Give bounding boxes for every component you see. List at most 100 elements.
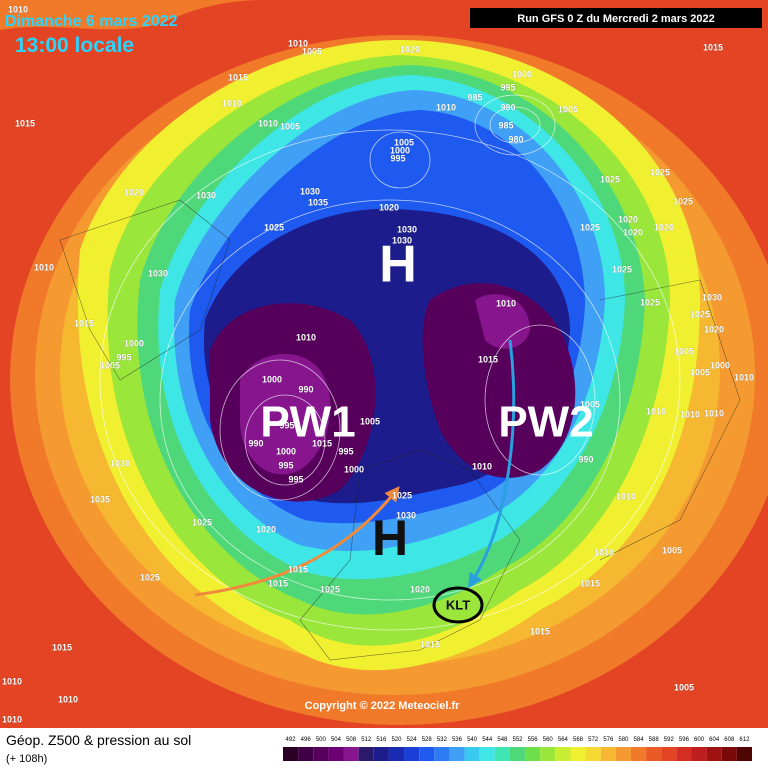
isobar-label: 1025 [600, 174, 620, 184]
isobar-label: 1015 [228, 72, 248, 82]
isobar-label: 1030 [397, 224, 417, 234]
coastlines [59, 199, 741, 661]
scale-label: 600 [694, 737, 705, 743]
footer-lead: (+ 108h) [6, 753, 47, 765]
isobar-label: 1030 [396, 510, 416, 520]
isobar-label: 990 [248, 438, 263, 448]
isobar-label: 1015 [703, 42, 723, 52]
scale-label: 608 [724, 737, 735, 743]
high-label: H [379, 236, 417, 294]
copyright: Copyright © 2022 Meteociel.fr [305, 700, 461, 712]
isobar-label: 1000 [710, 360, 730, 370]
isobar-label: 1000 [390, 145, 410, 155]
scale-swatch [630, 747, 647, 761]
scale-label: 512 [361, 737, 372, 743]
scale-label: 536 [452, 737, 463, 743]
scale-swatch [419, 747, 435, 761]
scale-label: 612 [739, 737, 750, 743]
high-label: H [372, 510, 408, 566]
isobar-label: 995 [278, 460, 293, 470]
scale-swatch [434, 747, 450, 761]
isobar-label: 1010 [258, 118, 278, 128]
scale-label: 576 [603, 737, 614, 743]
scale-swatch [388, 747, 405, 761]
scale-swatch [661, 747, 677, 761]
isobar-label: 1030 [702, 292, 722, 302]
isobar-label: 1005 [280, 121, 300, 131]
scale-swatch [328, 747, 344, 761]
scale-label: 560 [543, 737, 554, 743]
isobar-label: 1005 [394, 137, 414, 147]
isobar-label: 1000 [512, 69, 532, 79]
scale-label: 588 [649, 737, 660, 743]
isobar-label: 1015 [52, 642, 72, 652]
scale-swatch [343, 747, 359, 761]
scale-swatch [464, 747, 480, 761]
scale-swatch [646, 747, 662, 761]
scale-swatch [615, 747, 631, 761]
scale-swatch [404, 747, 420, 761]
scale-label: 496 [301, 737, 312, 743]
isobar-label: 1030 [300, 186, 320, 196]
isobar-label: 990 [578, 454, 593, 464]
run-label: Run GFS 0 Z du Mercredi 2 mars 2022 [517, 13, 714, 25]
scale-label: 532 [437, 737, 448, 743]
isobar-label: 985 [467, 92, 482, 102]
isobar-label: 980 [508, 134, 523, 144]
isobar-label: 1035 [308, 197, 328, 207]
isobar-label: 1020 [400, 44, 420, 54]
scale-label: 592 [664, 737, 675, 743]
isobar-label: 1030 [148, 268, 168, 278]
isobar-label: 1030 [196, 190, 216, 200]
scale-swatch [525, 747, 541, 761]
isobar-label: 1005 [100, 360, 120, 370]
isobar-label: 1010 [472, 461, 492, 471]
isobar-label: 1010 [2, 676, 22, 686]
isobar-label: 1015 [288, 564, 308, 574]
pw2-label: PW2 [498, 398, 593, 447]
isobar-label: 1010 [616, 491, 636, 501]
scale-label: 540 [467, 737, 478, 743]
scale-swatch [494, 747, 510, 761]
isobar-label: 1020 [618, 214, 638, 224]
scale-swatch [555, 747, 571, 761]
scale-swatch [570, 747, 586, 761]
isobar-label: 1010 [8, 4, 28, 14]
isobar-label: 1025 [673, 196, 693, 206]
isobar-label: 1010 [34, 262, 54, 272]
isobar-label: 1025 [392, 490, 412, 500]
scale-label: 520 [391, 737, 402, 743]
geopotential-field [0, 0, 768, 728]
isobar-label: 1000 [124, 338, 144, 348]
isobar-label: 1005 [558, 104, 578, 114]
isobars [99, 94, 681, 631]
isobar-label: 1020 [379, 202, 399, 212]
isobar-label: 1010 [594, 547, 614, 557]
isobar-label: 1025 [320, 584, 340, 594]
scale-label: 596 [679, 737, 690, 743]
scale-label: 584 [634, 737, 645, 743]
isobar-label: 1025 [192, 517, 212, 527]
isobar-label: 995 [288, 474, 303, 484]
isobar-label: 1000 [262, 374, 282, 384]
arrow-pw2 [468, 339, 516, 589]
scale-swatch [585, 747, 601, 761]
isobar-label: 995 [279, 420, 294, 430]
isobar-label: 1010 [704, 408, 724, 418]
scale-swatch [283, 747, 299, 761]
pw1-label: PW1 [260, 398, 355, 447]
isobar-label: 1015 [478, 354, 498, 364]
isobar-label: 1025 [690, 309, 710, 319]
scale-swatch [358, 747, 374, 761]
isobar-label: 1010 [734, 372, 754, 382]
scale-swatch [313, 747, 329, 761]
arrow-atlantic [194, 486, 400, 597]
isobar-label: 1035 [90, 494, 110, 504]
isobar-label: 1020 [654, 222, 674, 232]
scale-label: 564 [558, 737, 569, 743]
scale-swatch [721, 747, 737, 761]
isobar-label: 1005 [580, 399, 600, 409]
isobar-label: 1020 [124, 187, 144, 197]
scale-label: 500 [316, 737, 327, 743]
